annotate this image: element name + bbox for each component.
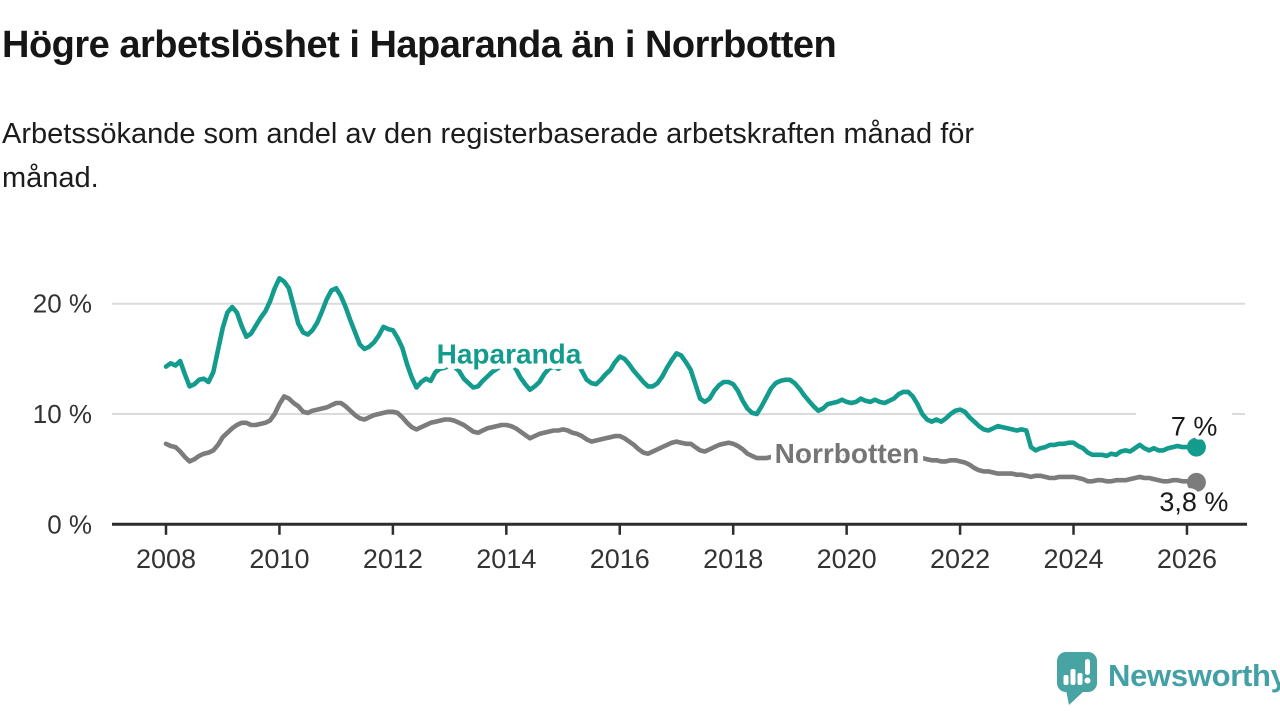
series-line-norrbotten <box>163 394 1199 485</box>
x-tick-label: 2012 <box>363 544 423 574</box>
series-line-haparanda <box>163 275 1199 459</box>
value-label-haparanda: 7 % <box>1171 412 1218 442</box>
newsworthy-wordmark: Newsworthy <box>1108 658 1280 693</box>
value-label-norrbotten: 3,8 % <box>1159 487 1228 517</box>
x-tick-label: 2010 <box>249 544 309 574</box>
x-tick-label: 2014 <box>476 544 536 574</box>
chart-subtitle-line2: månad. <box>2 162 99 194</box>
x-tick-label: 2026 <box>1157 544 1217 574</box>
series-label-norrbotten: Norrbotten <box>775 438 920 469</box>
x-tick-label: 2016 <box>590 544 650 574</box>
x-tick-label: 2008 <box>136 544 196 574</box>
x-tick-label: 2022 <box>930 544 990 574</box>
y-tick-label: 10 % <box>33 399 92 429</box>
series-end-dot-norrbotten <box>1186 472 1206 492</box>
newsworthy-icon <box>1057 652 1097 705</box>
newsworthy-logo: Newsworthy <box>1056 651 1280 707</box>
x-tick-label: 2020 <box>817 544 877 574</box>
chart-subtitle: Arbetssökande som andel av den registerb… <box>2 112 974 200</box>
x-tick-label: 2024 <box>1043 544 1103 574</box>
y-tick-label: 20 % <box>33 289 92 319</box>
chart-title: Högre arbetslöshet i Haparanda än i Norr… <box>2 24 837 66</box>
y-tick-label: 0 % <box>47 509 92 539</box>
series-label-haparanda: Haparanda <box>437 339 582 370</box>
chart-subtitle-line1: Arbetssökande som andel av den registerb… <box>2 118 975 150</box>
x-tick-label: 2018 <box>703 544 763 574</box>
series-end-dot-haparanda <box>1186 437 1206 457</box>
